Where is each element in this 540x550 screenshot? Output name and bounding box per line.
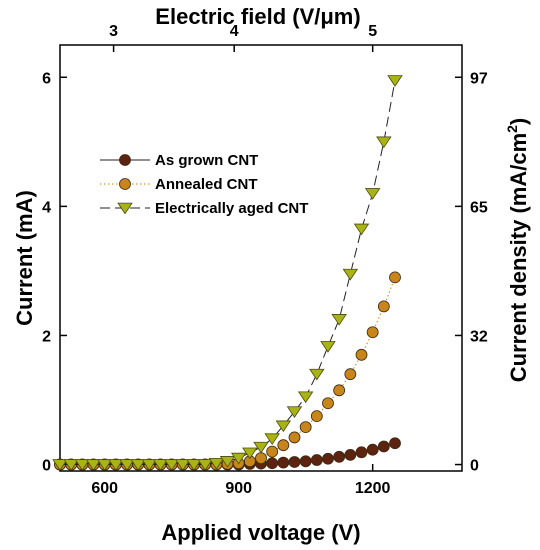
data-point [299, 421, 312, 434]
data-point [242, 447, 258, 460]
x-axis-title: Applied voltage (V) [161, 520, 360, 545]
data-point [266, 457, 279, 470]
x-tick-label: 1200 [355, 480, 391, 497]
data-point [119, 459, 135, 471]
x-tick-label: 900 [225, 480, 252, 497]
legend-marker [119, 178, 131, 190]
data-point [175, 459, 191, 471]
data-point [286, 406, 303, 418]
data-point [366, 326, 379, 339]
data-point [331, 314, 347, 326]
legend: As grown CNT Annealed CNT Electrically age… [100, 152, 308, 217]
data-point [186, 459, 202, 471]
data-point [366, 443, 379, 456]
right-axis-title: Current density (mA/cm2) [504, 118, 531, 383]
data-point [230, 452, 247, 465]
legend-item: As grown CNT [100, 152, 258, 169]
y-tick-label: 2 [42, 328, 51, 345]
data-point [344, 448, 357, 461]
right-tick-label: 65 [470, 199, 488, 216]
plot-frame [59, 44, 463, 472]
legend-label: Annealed CNT [155, 176, 258, 193]
series-line [60, 277, 396, 465]
data-point [277, 456, 290, 469]
legend-marker [119, 154, 131, 166]
data-point [377, 300, 390, 313]
data-point [310, 454, 323, 466]
y-tick-label: 4 [42, 199, 51, 216]
data-point [355, 348, 368, 361]
data-point [376, 136, 392, 149]
data-point [333, 384, 346, 397]
data-point [288, 456, 301, 468]
bottom-axis-ticks: 600 900 1200 [91, 464, 391, 497]
right-tick-label: 97 [470, 70, 488, 87]
data-point [322, 397, 334, 410]
y-axis-title: Current (mA) [12, 190, 37, 326]
data-point [85, 459, 102, 471]
legend-label: As grown CNT [155, 152, 258, 169]
data-point [353, 223, 370, 236]
data-point [96, 459, 113, 471]
right-axis-title-main: Current density (mA/cm [506, 133, 531, 382]
top-axis-title: Electric field (V/μm) [155, 4, 360, 29]
right-tick-label: 0 [470, 458, 479, 475]
series-2 [54, 271, 401, 471]
data-point [344, 368, 357, 381]
legend-item: Electrically aged CNT [100, 200, 308, 217]
data-point [310, 410, 323, 423]
data-point [320, 341, 336, 353]
series-line [60, 80, 396, 465]
data-point [264, 433, 280, 446]
data-point [288, 431, 301, 444]
data-point [74, 459, 91, 471]
y-tick-label: 6 [42, 70, 51, 87]
data-point [389, 437, 401, 450]
data-point [63, 459, 79, 471]
data-point [130, 459, 146, 471]
right-tick-label: 32 [470, 328, 488, 345]
series-3 [52, 75, 403, 471]
top-tick-label: 5 [368, 23, 377, 40]
data-point [163, 459, 180, 471]
y-tick-label: 0 [42, 458, 51, 475]
data-point [141, 459, 158, 471]
data-point [355, 446, 368, 459]
legend-marker [117, 202, 133, 215]
data-point [275, 420, 292, 433]
data-point [253, 441, 269, 454]
data-point [108, 459, 124, 471]
data-point [333, 450, 346, 463]
data-point [309, 368, 325, 381]
data-point [219, 456, 236, 468]
data-point [299, 455, 312, 468]
data-point [377, 440, 390, 453]
data-point [197, 459, 213, 471]
data-point [255, 452, 267, 464]
data-point [208, 457, 225, 470]
data-point [52, 459, 68, 471]
data-point [342, 268, 359, 281]
data-point [387, 75, 403, 87]
data-point [364, 188, 381, 200]
top-tick-label: 3 [109, 23, 118, 40]
legend-label: Electrically aged CNT [155, 200, 308, 217]
x-tick-label: 600 [91, 480, 118, 497]
data-point [322, 452, 334, 465]
right-axis-ticks: 0 32 65 97 [455, 70, 488, 475]
right-axis-title-end: ) [506, 118, 531, 125]
left-axis-ticks: 0 2 4 6 [42, 70, 67, 475]
data-point [389, 271, 401, 284]
right-axis-title-sup: 2 [504, 125, 520, 133]
series-layer [52, 75, 403, 471]
data-point [266, 445, 279, 458]
data-point [297, 391, 314, 404]
data-point [277, 439, 290, 452]
top-axis-ticks: 3 4 5 [109, 23, 377, 52]
top-tick-label: 4 [230, 23, 239, 40]
data-point [152, 459, 169, 471]
legend-item: Annealed CNT [100, 176, 258, 193]
